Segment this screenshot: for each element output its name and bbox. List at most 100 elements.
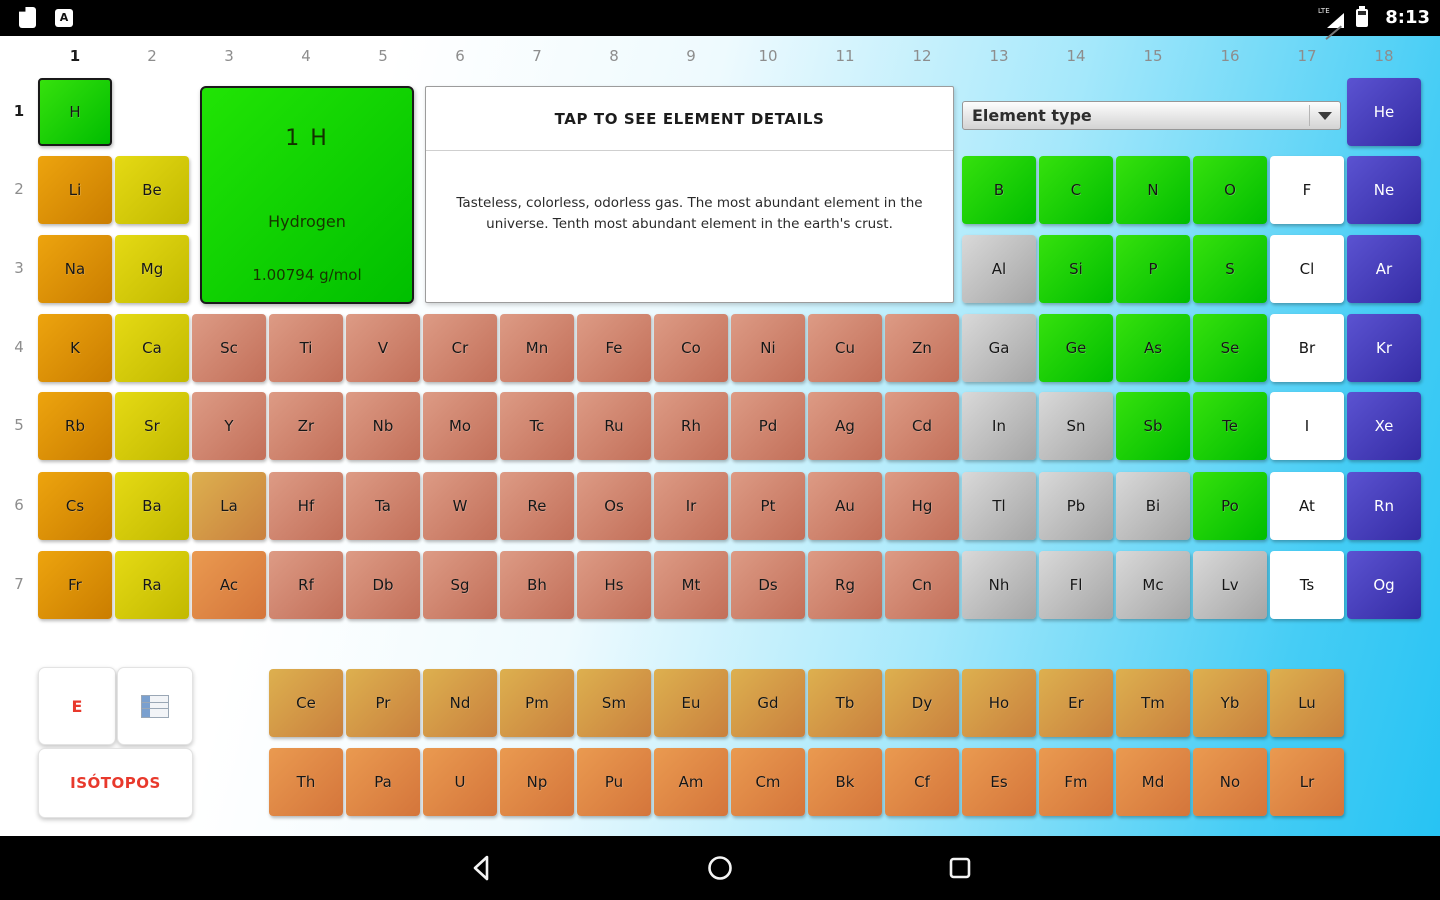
element-tile-sm[interactable]: Sm xyxy=(577,669,651,737)
element-tile-ge[interactable]: Ge xyxy=(1039,314,1113,382)
element-tile-at[interactable]: At xyxy=(1270,472,1344,540)
element-tile-mn[interactable]: Mn xyxy=(500,314,574,382)
element-tile-og[interactable]: Og xyxy=(1347,551,1421,619)
element-tile-u[interactable]: U xyxy=(423,748,497,816)
element-tile-bk[interactable]: Bk xyxy=(808,748,882,816)
element-tile-rb[interactable]: Rb xyxy=(38,392,112,460)
element-tile-he[interactable]: He xyxy=(1347,78,1421,146)
element-tile-rh[interactable]: Rh xyxy=(654,392,728,460)
isotopes-button[interactable]: ISÓTOPOS xyxy=(38,748,193,818)
element-tile-yb[interactable]: Yb xyxy=(1193,669,1267,737)
element-tile-eu[interactable]: Eu xyxy=(654,669,728,737)
element-tile-ce[interactable]: Ce xyxy=(269,669,343,737)
element-tile-tc[interactable]: Tc xyxy=(500,392,574,460)
element-tile-rg[interactable]: Rg xyxy=(808,551,882,619)
element-tile-ar[interactable]: Ar xyxy=(1347,235,1421,303)
element-tile-p[interactable]: P xyxy=(1116,235,1190,303)
element-tile-hf[interactable]: Hf xyxy=(269,472,343,540)
element-tile-cu[interactable]: Cu xyxy=(808,314,882,382)
element-tile-pt[interactable]: Pt xyxy=(731,472,805,540)
element-tile-c[interactable]: C xyxy=(1039,156,1113,224)
element-tile-sg[interactable]: Sg xyxy=(423,551,497,619)
element-tile-se[interactable]: Se xyxy=(1193,314,1267,382)
element-tile-no[interactable]: No xyxy=(1193,748,1267,816)
element-tile-o[interactable]: O xyxy=(1193,156,1267,224)
element-tile-ti[interactable]: Ti xyxy=(269,314,343,382)
element-tile-fm[interactable]: Fm xyxy=(1039,748,1113,816)
element-tile-mg[interactable]: Mg xyxy=(115,235,189,303)
element-tile-fr[interactable]: Fr xyxy=(38,551,112,619)
element-tile-lu[interactable]: Lu xyxy=(1270,669,1344,737)
element-tile-xe[interactable]: Xe xyxy=(1347,392,1421,460)
element-tile-sn[interactable]: Sn xyxy=(1039,392,1113,460)
element-tile-zn[interactable]: Zn xyxy=(885,314,959,382)
element-tile-ts[interactable]: Ts xyxy=(1270,551,1344,619)
element-tile-rn[interactable]: Rn xyxy=(1347,472,1421,540)
element-tile-tl[interactable]: Tl xyxy=(962,472,1036,540)
element-tile-na[interactable]: Na xyxy=(38,235,112,303)
element-tile-ne[interactable]: Ne xyxy=(1347,156,1421,224)
element-tile-cs[interactable]: Cs xyxy=(38,472,112,540)
element-tile-hs[interactable]: Hs xyxy=(577,551,651,619)
element-tile-w[interactable]: W xyxy=(423,472,497,540)
recents-icon[interactable] xyxy=(945,853,975,883)
element-tile-lr[interactable]: Lr xyxy=(1270,748,1344,816)
element-tile-pd[interactable]: Pd xyxy=(731,392,805,460)
element-tile-kr[interactable]: Kr xyxy=(1347,314,1421,382)
element-tile-sb[interactable]: Sb xyxy=(1116,392,1190,460)
element-details-panel[interactable]: TAP TO SEE ELEMENT DETAILS Tasteless, co… xyxy=(425,86,954,303)
element-tile-si[interactable]: Si xyxy=(1039,235,1113,303)
element-tile-f[interactable]: F xyxy=(1270,156,1344,224)
element-tile-k[interactable]: K xyxy=(38,314,112,382)
element-tile-la[interactable]: La xyxy=(192,472,266,540)
element-tile-te[interactable]: Te xyxy=(1193,392,1267,460)
element-tile-b[interactable]: B xyxy=(962,156,1036,224)
element-tile-br[interactable]: Br xyxy=(1270,314,1344,382)
element-tile-cr[interactable]: Cr xyxy=(423,314,497,382)
element-tile-re[interactable]: Re xyxy=(500,472,574,540)
element-tile-ac[interactable]: Ac xyxy=(192,551,266,619)
element-tile-be[interactable]: Be xyxy=(115,156,189,224)
element-tile-ho[interactable]: Ho xyxy=(962,669,1036,737)
back-icon[interactable] xyxy=(467,853,497,883)
element-tile-i[interactable]: I xyxy=(1270,392,1344,460)
element-tile-ag[interactable]: Ag xyxy=(808,392,882,460)
element-tile-mt[interactable]: Mt xyxy=(654,551,728,619)
element-tile-dy[interactable]: Dy xyxy=(885,669,959,737)
element-tile-sr[interactable]: Sr xyxy=(115,392,189,460)
element-tile-ca[interactable]: Ca xyxy=(115,314,189,382)
element-tile-es[interactable]: Es xyxy=(962,748,1036,816)
element-tile-zr[interactable]: Zr xyxy=(269,392,343,460)
home-icon[interactable] xyxy=(705,853,735,883)
element-tile-ga[interactable]: Ga xyxy=(962,314,1036,382)
element-tile-ir[interactable]: Ir xyxy=(654,472,728,540)
element-tile-n[interactable]: N xyxy=(1116,156,1190,224)
element-tile-po[interactable]: Po xyxy=(1193,472,1267,540)
element-tile-ni[interactable]: Ni xyxy=(731,314,805,382)
element-tile-cf[interactable]: Cf xyxy=(885,748,959,816)
element-tile-pu[interactable]: Pu xyxy=(577,748,651,816)
element-tile-li[interactable]: Li xyxy=(38,156,112,224)
element-tile-db[interactable]: Db xyxy=(346,551,420,619)
element-tile-nh[interactable]: Nh xyxy=(962,551,1036,619)
element-tile-pr[interactable]: Pr xyxy=(346,669,420,737)
electron-config-button[interactable]: E xyxy=(38,667,116,745)
element-tile-pa[interactable]: Pa xyxy=(346,748,420,816)
element-tile-hg[interactable]: Hg xyxy=(885,472,959,540)
element-tile-ds[interactable]: Ds xyxy=(731,551,805,619)
element-tile-ra[interactable]: Ra xyxy=(115,551,189,619)
element-tile-er[interactable]: Er xyxy=(1039,669,1113,737)
element-tile-bi[interactable]: Bi xyxy=(1116,472,1190,540)
element-tile-rf[interactable]: Rf xyxy=(269,551,343,619)
element-tile-fl[interactable]: Fl xyxy=(1039,551,1113,619)
element-tile-ba[interactable]: Ba xyxy=(115,472,189,540)
element-tile-am[interactable]: Am xyxy=(654,748,728,816)
element-tile-ru[interactable]: Ru xyxy=(577,392,651,460)
element-tile-co[interactable]: Co xyxy=(654,314,728,382)
element-tile-mo[interactable]: Mo xyxy=(423,392,497,460)
element-tile-tm[interactable]: Tm xyxy=(1116,669,1190,737)
element-tile-lv[interactable]: Lv xyxy=(1193,551,1267,619)
element-tile-v[interactable]: V xyxy=(346,314,420,382)
element-tile-pb[interactable]: Pb xyxy=(1039,472,1113,540)
table-view-button[interactable] xyxy=(117,667,193,745)
